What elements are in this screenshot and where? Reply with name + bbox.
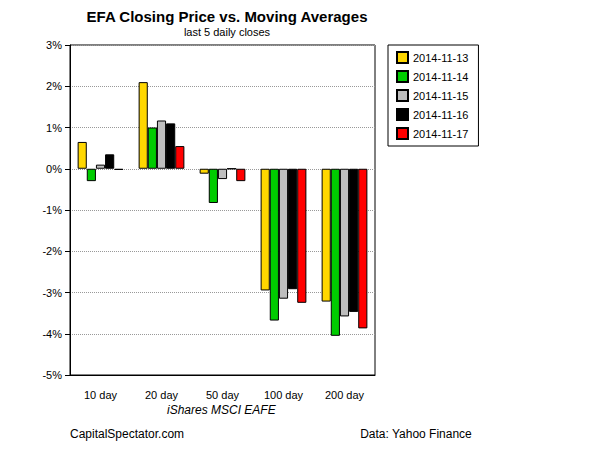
svg-text:0%: 0%	[46, 163, 62, 175]
svg-text:-2%: -2%	[42, 245, 62, 257]
svg-text:10 day: 10 day	[84, 389, 118, 401]
svg-text:1%: 1%	[46, 122, 62, 134]
svg-text:100 day: 100 day	[264, 389, 304, 401]
svg-text:EFA Closing Price vs. Moving A: EFA Closing Price vs. Moving Averages	[87, 8, 368, 25]
svg-text:200 day: 200 day	[325, 389, 365, 401]
svg-text:3%: 3%	[46, 39, 62, 51]
svg-text:2014-11-16: 2014-11-16	[413, 109, 468, 121]
svg-text:-3%: -3%	[42, 287, 62, 299]
svg-text:2014-11-13: 2014-11-13	[413, 52, 468, 64]
svg-text:CapitalSpectator.com: CapitalSpectator.com	[70, 427, 184, 441]
svg-text:20 day: 20 day	[145, 389, 179, 401]
svg-text:-1%: -1%	[42, 204, 62, 216]
svg-text:2014-11-14: 2014-11-14	[413, 71, 468, 83]
svg-text:2014-11-17: 2014-11-17	[413, 128, 468, 140]
svg-text:last 5 daily closes: last 5 daily closes	[184, 26, 271, 38]
svg-text:-5%: -5%	[42, 369, 62, 381]
svg-text:2%: 2%	[46, 80, 62, 92]
svg-text:50 day: 50 day	[206, 389, 240, 401]
svg-text:2014-11-15: 2014-11-15	[413, 90, 468, 102]
svg-text:Data: Yahoo Finance: Data: Yahoo Finance	[360, 427, 472, 441]
svg-text:-4%: -4%	[42, 328, 62, 340]
svg-text:iShares MSCI EAFE: iShares MSCI EAFE	[167, 403, 277, 417]
